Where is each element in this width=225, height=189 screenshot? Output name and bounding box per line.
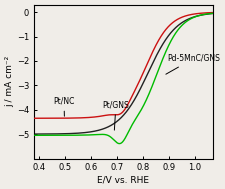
Text: Pt/GNS: Pt/GNS	[102, 100, 129, 130]
Text: Pd-5MnC/GNS: Pd-5MnC/GNS	[165, 54, 219, 74]
X-axis label: E/V vs. RHE: E/V vs. RHE	[97, 175, 149, 184]
Text: Pt/NC: Pt/NC	[53, 97, 74, 116]
Y-axis label: j / mA cm⁻²: j / mA cm⁻²	[5, 56, 14, 107]
